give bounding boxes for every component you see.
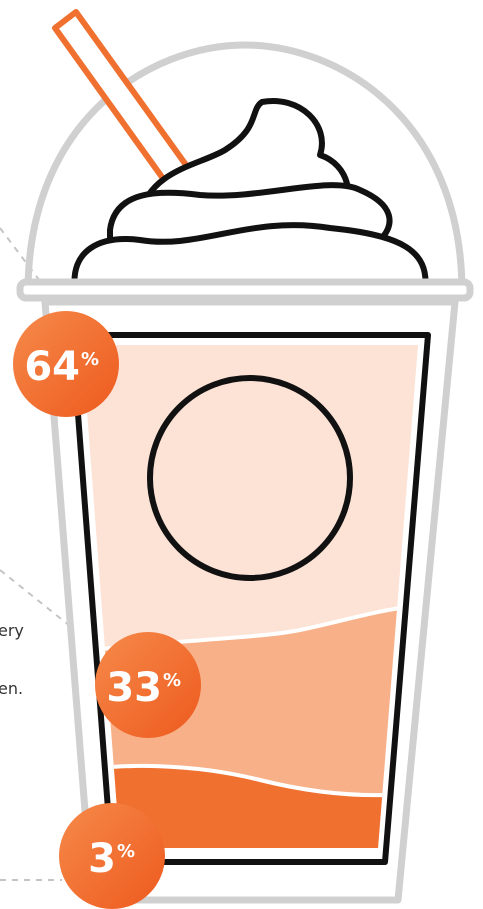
badge-number: 33 bbox=[106, 665, 162, 711]
liquid bbox=[82, 345, 418, 848]
badge-number: 64 bbox=[24, 344, 80, 390]
text-fragment: en. bbox=[0, 679, 23, 698]
badge: 33 % bbox=[95, 632, 201, 738]
lid-rim bbox=[16, 278, 474, 302]
badge: 64 % bbox=[13, 311, 119, 417]
text-fragment: ery bbox=[0, 621, 24, 640]
logo-circle bbox=[147, 375, 353, 581]
badge-number: 3 bbox=[88, 836, 116, 882]
badge-unit: % bbox=[163, 670, 181, 691]
whipped-cream bbox=[71, 97, 429, 293]
badge-unit: % bbox=[117, 841, 135, 862]
badge-unit: % bbox=[81, 349, 99, 370]
dome-lid bbox=[24, 41, 466, 293]
badge: 3 % bbox=[59, 803, 165, 909]
